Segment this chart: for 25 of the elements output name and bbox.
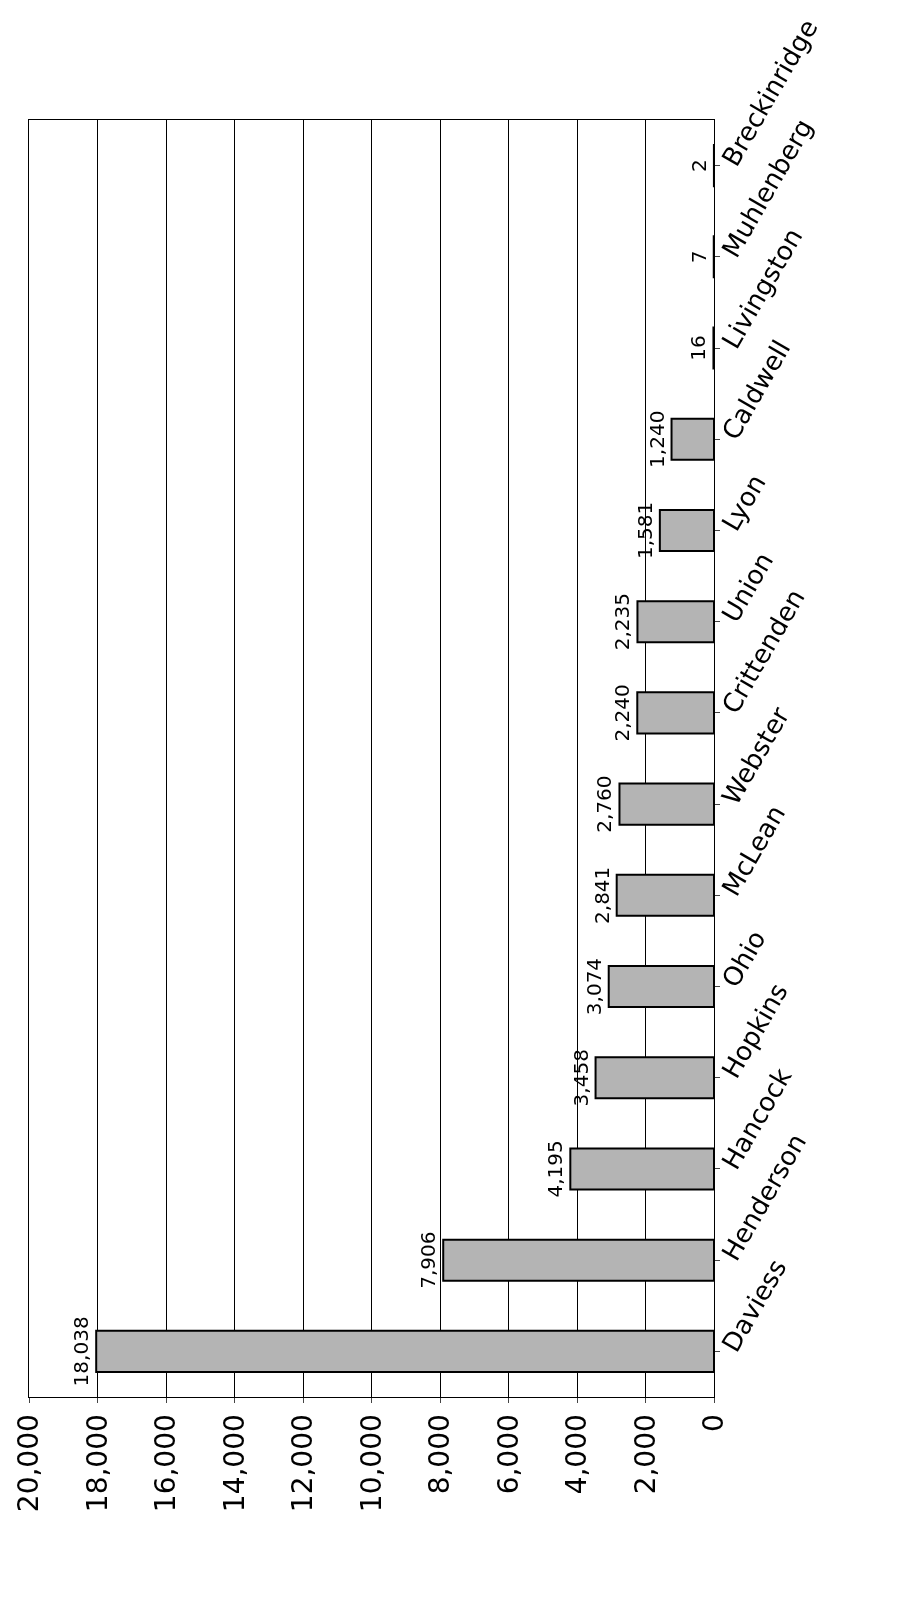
x-tick-label: 6,000 [491,1414,525,1495]
data-label: 18,038 [69,1316,94,1387]
x-tick-label: 16,000 [149,1414,183,1513]
x-tick-label: 2,000 [628,1414,662,1495]
x-tick-label: 12,000 [286,1414,320,1513]
x-tick-label: 4,000 [560,1414,594,1495]
data-label: 7 [686,250,711,264]
x-tick-label: 8,000 [423,1414,457,1495]
data-label: 2 [686,159,711,172]
x-tick-label: 0 [697,1414,731,1433]
data-label: 3,074 [581,957,606,1016]
data-label: 1,581 [632,501,657,560]
data-label: 2,235 [610,593,635,651]
x-tick-label: 20,000 [12,1414,46,1513]
data-label: 3,458 [568,1049,593,1107]
x-tick-label: 18,000 [80,1414,114,1513]
data-label: 1,240 [644,410,669,468]
data-label: 7,906 [416,1231,441,1289]
x-tick-label: 10,000 [354,1414,388,1513]
data-label: 2,760 [592,775,617,833]
data-label: 2,240 [610,684,635,742]
data-label: 16 [686,335,711,361]
data-label: 2,841 [589,866,614,924]
x-tick-label: 14,000 [217,1414,251,1513]
data-label: 4,195 [543,1140,568,1198]
